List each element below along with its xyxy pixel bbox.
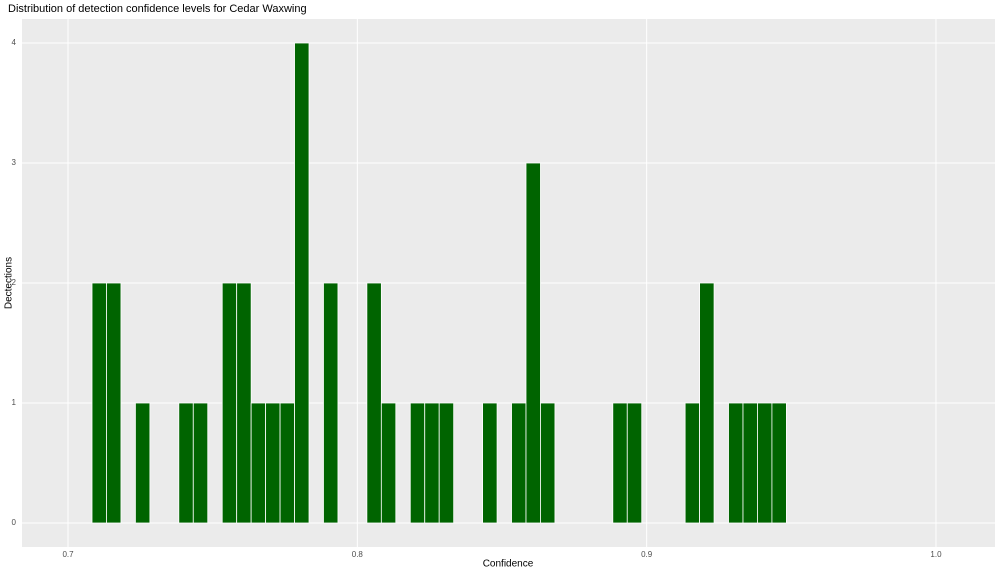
y-tick-label: 0 [12, 518, 17, 527]
bar [409, 402, 426, 524]
bar [250, 402, 267, 524]
x-tick-label: 0.9 [641, 550, 653, 559]
bar [742, 402, 758, 524]
bar [380, 402, 397, 524]
bar [684, 402, 700, 524]
bar [699, 282, 715, 524]
chart-title: Distribution of detection confidence lev… [8, 3, 307, 15]
bar [771, 402, 787, 524]
y-axis-label: Dectections [4, 257, 15, 309]
bar [728, 402, 744, 524]
bar [106, 282, 122, 524]
y-tick-label: 3 [12, 158, 17, 167]
x-axis-label: Confidence [483, 559, 534, 570]
bar [323, 282, 339, 524]
bar [424, 402, 440, 524]
bar [135, 402, 151, 524]
y-tick-label: 2 [12, 278, 17, 287]
y-tick-label: 1 [12, 398, 17, 407]
bar [612, 402, 628, 524]
bar [626, 402, 643, 524]
bar [540, 402, 556, 524]
bar [438, 402, 455, 524]
bar [279, 402, 295, 524]
bar [178, 402, 194, 524]
bar [236, 282, 252, 524]
bar [757, 402, 773, 524]
x-tick-label: 0.7 [62, 550, 74, 559]
bar [366, 282, 382, 524]
bar [221, 282, 238, 524]
bar [294, 42, 310, 524]
bar [91, 282, 107, 524]
x-tick-label: 0.8 [352, 550, 364, 559]
bar [265, 402, 281, 524]
bar [192, 402, 209, 524]
bar [525, 162, 541, 524]
y-tick-label: 4 [12, 38, 17, 47]
bar [482, 402, 498, 524]
x-tick-label: 1.0 [930, 550, 942, 559]
bar [511, 402, 527, 524]
